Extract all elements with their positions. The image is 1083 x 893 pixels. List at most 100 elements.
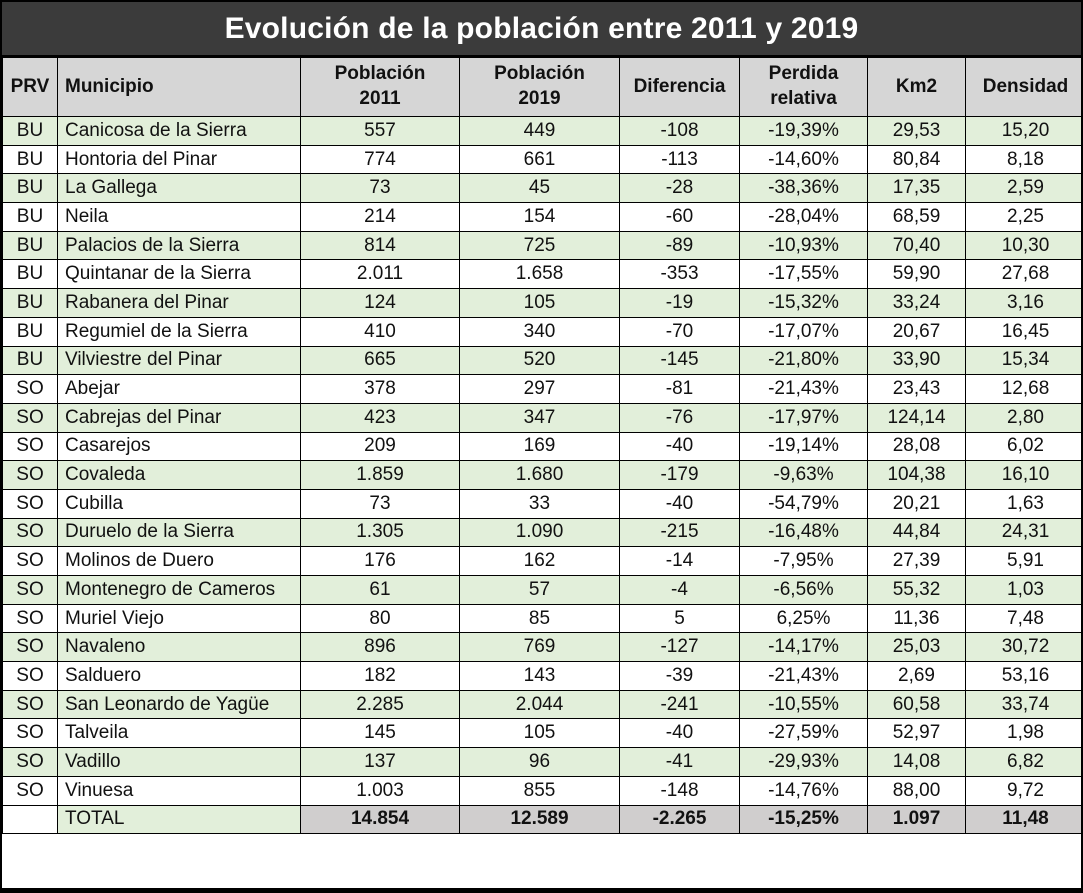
cell-prv: SO [2, 575, 58, 605]
cell-value: 105 [459, 288, 620, 318]
table-row: SO San Leonardo de Yagüe 2.285 2.044 -241 -10… [2, 689, 1081, 720]
col-header-prv: PRV [2, 57, 58, 117]
cell-value: 855 [459, 775, 620, 806]
cell-municipio: Muriel Viejo [57, 603, 301, 634]
cell-value: -241 [619, 689, 740, 720]
cell-value: -127 [619, 632, 740, 663]
cell-value: 162 [459, 546, 620, 576]
table-row: SO Casarejos 209 169 -40 -19,14% 28,08 6,02 [2, 431, 1081, 462]
cell-value: -81 [619, 374, 740, 404]
cell-value: 1.305 [300, 517, 460, 548]
cell-value: 340 [459, 316, 620, 347]
cell-value: -148 [619, 775, 740, 806]
col-header-poblacion-2011: Población 2011 [300, 57, 460, 117]
table-row: SO Covaleda 1.859 1.680 -179 -9,63% 104,38 16,1… [2, 460, 1081, 490]
table-row: BU Vilviestre del Pinar 665 520 -145 -21,80% 3… [2, 345, 1081, 376]
cell-value: 1,98 [965, 718, 1081, 749]
cell-prv: SO [2, 603, 58, 634]
cell-value: -40 [619, 488, 740, 519]
header-row: PRV Municipio Población 2011 Población 2… [2, 57, 1081, 117]
cell-value: 33 [459, 488, 620, 519]
cell-value: -40 [619, 431, 740, 462]
cell-value: 6,02 [965, 431, 1081, 462]
cell-prv: SO [2, 718, 58, 749]
cell-value: 124 [300, 288, 460, 318]
cell-municipio: Vinuesa [57, 775, 301, 806]
cell-prv: SO [2, 488, 58, 519]
table-row: SO Cubilla 73 33 -40 -54,79% 20,21 1,63 [2, 488, 1081, 519]
cell-value: 297 [459, 374, 620, 404]
cell-prv: BU [2, 144, 58, 175]
cell-value: -7,95% [739, 546, 868, 576]
total-value: 1.097 [867, 804, 966, 835]
cell-value: 6,25% [739, 603, 868, 634]
table-row: BU Quintanar de la Sierra 2.011 1.658 -353 -1… [2, 259, 1081, 290]
cell-value: -17,97% [739, 402, 868, 433]
cell-municipio: Regumiel de la Sierra [57, 316, 301, 347]
cell-municipio: Cabrejas del Pinar [57, 402, 301, 433]
cell-value: 10,30 [965, 230, 1081, 261]
col-header-densidad: Densidad [965, 57, 1081, 117]
cell-municipio: Montenegro de Cameros [57, 575, 301, 605]
table-row: BU Rabanera del Pinar 124 105 -19 -15,32% 33,2… [2, 288, 1081, 318]
total-prv-cell [2, 804, 58, 835]
total-value: -2.265 [619, 804, 740, 835]
cell-value: 27,68 [965, 259, 1081, 290]
cell-value: -38,36% [739, 173, 868, 204]
cell-prv: SO [2, 747, 58, 777]
cell-value: 2,69 [867, 661, 966, 691]
cell-value: 182 [300, 661, 460, 691]
cell-value: 3,16 [965, 288, 1081, 318]
cell-value: 25,03 [867, 632, 966, 663]
cell-prv: BU [2, 316, 58, 347]
cell-prv: SO [2, 517, 58, 548]
cell-prv: SO [2, 546, 58, 576]
cell-prv: BU [2, 259, 58, 290]
cell-value: -54,79% [739, 488, 868, 519]
cell-value: 2.011 [300, 259, 460, 290]
cell-prv: BU [2, 116, 58, 146]
cell-value: 16,45 [965, 316, 1081, 347]
cell-value: 145 [300, 718, 460, 749]
cell-value: 24,31 [965, 517, 1081, 548]
cell-value: 61 [300, 575, 460, 605]
cell-value: -60 [619, 202, 740, 232]
cell-value: -17,07% [739, 316, 868, 347]
cell-value: 769 [459, 632, 620, 663]
table-row: BU La Gallega 73 45 -28 -38,36% 17,35 2,59 [2, 173, 1081, 204]
cell-municipio: Abejar [57, 374, 301, 404]
cell-value: 44,84 [867, 517, 966, 548]
cell-value: 17,35 [867, 173, 966, 204]
cell-prv: SO [2, 374, 58, 404]
cell-value: -179 [619, 460, 740, 490]
table-row: BU Palacios de la Sierra 814 725 -89 -10,93% 7… [2, 230, 1081, 261]
cell-value: -28,04% [739, 202, 868, 232]
table-row: SO Talveila 145 105 -40 -27,59% 52,97 1,98 [2, 718, 1081, 749]
cell-value: -4 [619, 575, 740, 605]
table-body: BU Canicosa de la Sierra 557 449 -108 -19,39%… [2, 116, 1081, 835]
total-label: TOTAL [57, 804, 301, 835]
cell-value: 1.003 [300, 775, 460, 806]
cell-prv: BU [2, 173, 58, 204]
cell-value: 96 [459, 747, 620, 777]
cell-value: -28 [619, 173, 740, 204]
table-row: SO Vinuesa 1.003 855 -148 -14,76% 88,00 9,72 [2, 775, 1081, 806]
cell-value: 105 [459, 718, 620, 749]
table-row: SO Muriel Viejo 80 85 5 6,25% 11,36 7,48 [2, 603, 1081, 634]
cell-value: -113 [619, 144, 740, 175]
cell-value: 53,16 [965, 661, 1081, 691]
cell-municipio: Duruelo de la Sierra [57, 517, 301, 548]
cell-value: 20,67 [867, 316, 966, 347]
table-row: SO Cabrejas del Pinar 423 347 -76 -17,97% 124,… [2, 402, 1081, 433]
table-row: SO Abejar 378 297 -81 -21,43% 23,43 12,68 [2, 374, 1081, 404]
cell-value: 124,14 [867, 402, 966, 433]
col-header-perdida-relativa: Perdida relativa [739, 57, 868, 117]
cell-value: 27,39 [867, 546, 966, 576]
total-value: 11,48 [965, 804, 1081, 835]
cell-value: 1,63 [965, 488, 1081, 519]
cell-value: 5,91 [965, 546, 1081, 576]
cell-value: 2.285 [300, 689, 460, 720]
cell-value: 20,21 [867, 488, 966, 519]
cell-value: -215 [619, 517, 740, 548]
col-header-municipio: Municipio [57, 57, 301, 117]
